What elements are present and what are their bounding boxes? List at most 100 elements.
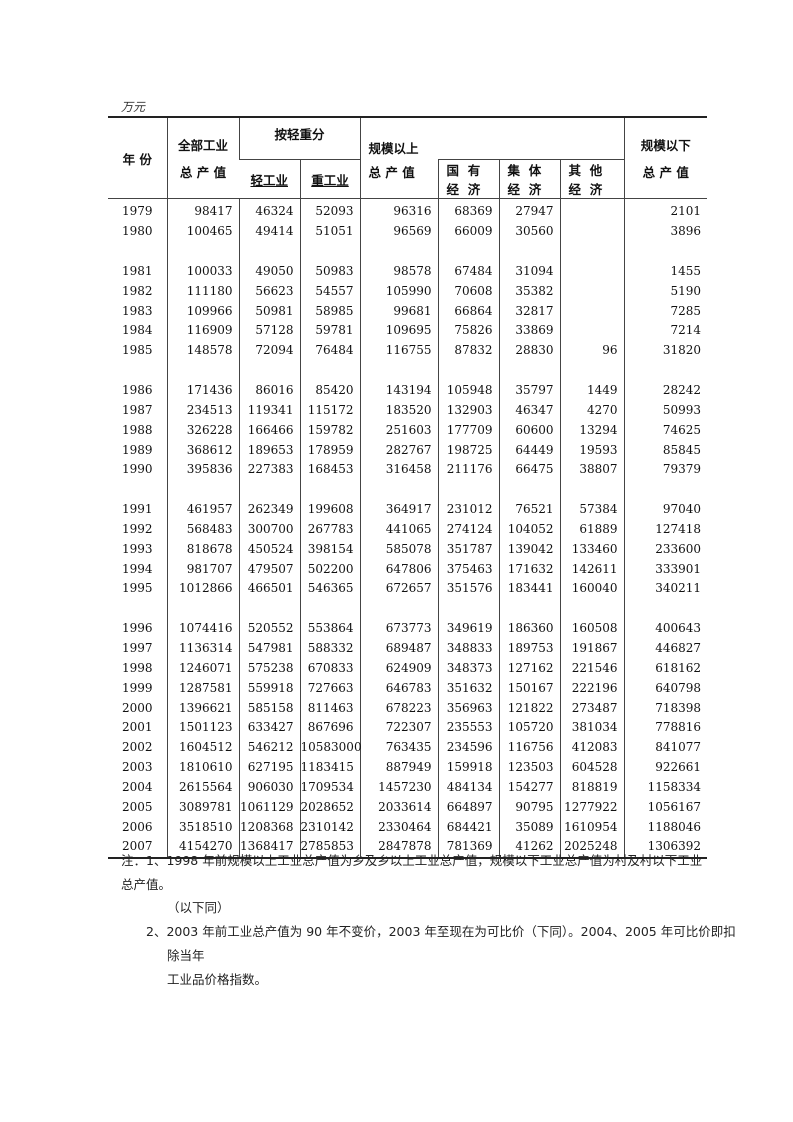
cell-total — [166, 241, 239, 262]
cell-year: 1988 — [121, 422, 153, 437]
cell-year: 2004 — [121, 779, 153, 794]
cell-total: 4154270 — [166, 837, 239, 859]
cell-state — [437, 479, 500, 500]
cell-year: 1992 — [121, 521, 153, 536]
cell-state: 664897 — [437, 797, 500, 818]
header-state-line2: 经 济 — [446, 182, 481, 197]
cell-state: 66009 — [437, 221, 500, 242]
cell-heavy: 811463 — [299, 698, 361, 718]
cell-other: 133460 — [559, 539, 625, 560]
cell-collective: 41262 — [498, 837, 561, 859]
table-row: 2005 3089781 1061129 2028652 2033614 664897 90… — [108, 797, 708, 818]
cell-year — [108, 480, 167, 500]
cell-light: 479507 — [238, 559, 300, 580]
cell-other — [559, 479, 625, 500]
cell-state: 231012 — [437, 499, 500, 520]
cell-heavy: 867696 — [299, 717, 361, 738]
cell-collective: 32817 — [498, 301, 561, 322]
cell-below-total — [623, 598, 708, 619]
cell-above-total: 887949 — [359, 757, 439, 778]
cell-other: 160508 — [559, 618, 625, 639]
header-collective-line1: 集 体 — [507, 163, 542, 178]
cell-other — [559, 241, 625, 262]
cell-other — [559, 281, 625, 302]
cell-below-total: 127418 — [623, 519, 708, 540]
cell-state: 198725 — [437, 440, 500, 460]
cell-state — [437, 241, 500, 262]
cell-collective: 46347 — [498, 400, 561, 421]
cell-total: 395836 — [166, 459, 239, 480]
cell-collective: 104052 — [498, 519, 561, 540]
cell-year: 1993 — [121, 541, 153, 556]
cell-light: 262349 — [238, 499, 300, 520]
cell-year: 1989 — [121, 442, 153, 457]
cell-light: 49050 — [238, 261, 300, 282]
cell-heavy: 54557 — [299, 281, 361, 302]
cell-below-total: 446827 — [623, 638, 708, 659]
cell-light: 575238 — [238, 658, 300, 679]
header-total-line2: 总 产 值 — [179, 165, 227, 180]
table-row: 1994 981707 479507 502200 647806 375463 171632… — [108, 559, 708, 580]
cell-heavy: 588332 — [299, 638, 361, 659]
industrial-output-table: 年 份 全部工业总 产 值 按轻重分 规模以上 规模以下总 产 值 轻工业 重工… — [108, 116, 708, 859]
table-row: 1981 100033 49050 50983 98578 67484 31094 1455 — [108, 261, 708, 282]
cell-state: 351787 — [437, 539, 500, 560]
cell-other: 191867 — [559, 638, 625, 659]
cell-other: 1610954 — [559, 817, 625, 837]
cell-state: 105948 — [437, 380, 500, 401]
cell-light: 189653 — [238, 440, 300, 460]
cell-collective: 30560 — [498, 221, 561, 242]
cell-total: 171436 — [166, 380, 239, 401]
cell-total: 1287581 — [166, 678, 239, 699]
cell-other: 1449 — [559, 380, 625, 401]
cell-collective: 150167 — [498, 678, 561, 699]
cell-heavy: 178959 — [299, 440, 361, 460]
cell-below-total: 1455 — [623, 261, 708, 282]
cell-below-total: 333901 — [623, 559, 708, 580]
cell-other: 273487 — [559, 698, 625, 718]
cell-year — [108, 361, 167, 381]
cell-total: 1501123 — [166, 717, 239, 738]
cell-light: 547981 — [238, 638, 300, 659]
cell-below-total: 7285 — [623, 301, 708, 322]
cell-state: 684421 — [437, 817, 500, 837]
cell-light: 906030 — [238, 777, 300, 798]
cell-below-total: 50993 — [623, 400, 708, 421]
cell-light: 633427 — [238, 717, 300, 738]
cell-other: 142611 — [559, 559, 625, 580]
cell-state: 211176 — [437, 459, 500, 480]
cell-light: 546212 — [238, 737, 300, 758]
table-row: 1984 116909 57128 59781 109695 75826 33869 7214 — [108, 321, 708, 341]
cell-below-total: 74625 — [623, 420, 708, 441]
cell-year: 1996 — [121, 621, 153, 636]
cell-total: 326228 — [166, 420, 239, 441]
cell-other: 61889 — [559, 519, 625, 540]
header-heavy-text: 重工业 — [311, 172, 349, 188]
cell-above-total — [359, 241, 439, 262]
cell-state — [437, 598, 500, 619]
table-row: 1997 1136314 547981 588332 689487 348833 18975… — [108, 638, 708, 659]
cell-below-total: 2101 — [623, 198, 708, 222]
cell-light: 300700 — [238, 519, 300, 540]
cell-below-total: 5190 — [623, 281, 708, 302]
cell-collective: 171632 — [498, 559, 561, 580]
cell-heavy: 2028652 — [299, 797, 361, 818]
cell-collective: 33869 — [498, 321, 561, 341]
cell-collective: 189753 — [498, 638, 561, 659]
cell-heavy: 85420 — [299, 380, 361, 401]
cell-other: 160040 — [559, 579, 625, 599]
cell-total: 368612 — [166, 440, 239, 460]
cell-year: 1983 — [121, 303, 153, 318]
cell-total: 100465 — [166, 221, 239, 242]
cell-other: 4270 — [559, 400, 625, 421]
cell-year: 1987 — [121, 402, 153, 417]
cell-below-total: 640798 — [623, 678, 708, 699]
cell-year: 2002 — [121, 740, 153, 755]
cell-state: 781369 — [437, 837, 500, 859]
cell-other: 38807 — [559, 459, 625, 480]
cell-other: 222196 — [559, 678, 625, 699]
table-row: 1991 461957 262349 199608 364917 231012 76521 5… — [108, 499, 708, 520]
cell-below-total: 778816 — [623, 717, 708, 738]
table-row: 2003 1810610 627195 1183415 887949 159918 1235… — [108, 757, 708, 778]
cell-heavy: 670833 — [299, 658, 361, 679]
